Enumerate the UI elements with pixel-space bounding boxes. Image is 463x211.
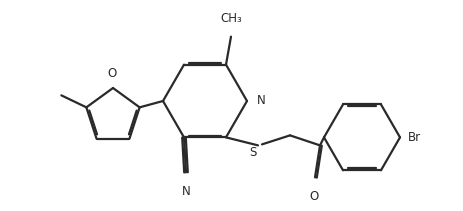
Text: O: O (309, 190, 319, 203)
Text: N: N (181, 185, 190, 198)
Text: CH₃: CH₃ (220, 12, 242, 25)
Text: Br: Br (408, 131, 421, 144)
Text: N: N (257, 95, 266, 107)
Text: O: O (107, 67, 117, 80)
Text: S: S (250, 146, 257, 159)
